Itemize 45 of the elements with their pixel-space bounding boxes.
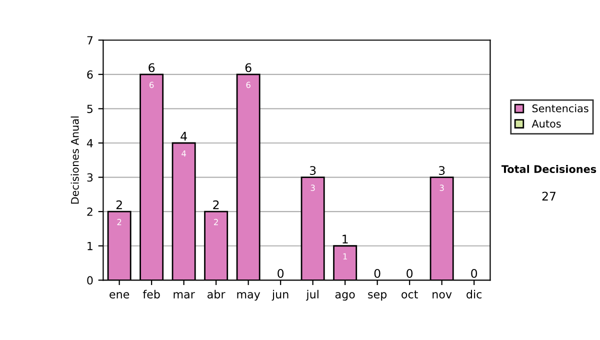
total-label: 0 [278, 268, 284, 278]
total-label: 4 [180, 132, 187, 141]
x-tick-label: nov [432, 292, 452, 298]
data-label: 2 [117, 218, 122, 226]
total-label: 6 [245, 63, 252, 72]
data-label: 1 [343, 253, 347, 260]
total-label: 3 [310, 166, 316, 175]
y-tick-label: 2 [87, 208, 92, 216]
x-tick-label: jul [306, 290, 318, 301]
data-label: 4 [182, 150, 186, 157]
x-tick-label: dic [466, 290, 482, 298]
text: 27 [542, 192, 556, 200]
total-label: 2 [116, 200, 122, 210]
total-label: 3 [438, 166, 445, 175]
total-label: 6 [148, 63, 155, 72]
text: Total Decisiones [501, 164, 596, 174]
legend-label: Sentencias [532, 104, 588, 112]
x-tick-label: may [237, 292, 260, 301]
data-label: 3 [310, 184, 315, 191]
y-tick-label: 3 [87, 173, 93, 182]
y-tick-label: 0 [87, 276, 93, 285]
y-tick-label: 4 [86, 139, 93, 148]
x-tick-label: abr [208, 290, 226, 298]
y-axis-title: Decisiones Anual [70, 116, 79, 204]
y-tick-label: 1 [88, 242, 92, 250]
data-label: 3 [440, 184, 444, 191]
total-label: 0 [406, 268, 413, 278]
x-tick-label: ago [335, 292, 355, 301]
total-label: 1 [342, 234, 348, 244]
data-label: 6 [246, 82, 250, 88]
data-label: 6 [150, 82, 154, 88]
total-label: 0 [471, 268, 478, 278]
x-tick-label: ene [110, 292, 130, 298]
x-tick-label: feb [142, 290, 160, 298]
y-tick-label: 6 [87, 70, 93, 79]
x-tick-label: sep [368, 292, 387, 301]
y-tick-label: 7 [87, 36, 93, 44]
y-tick-label: 5 [87, 104, 93, 114]
data-label: 2 [214, 218, 218, 226]
legend-label: Autos [532, 120, 561, 128]
x-tick-label: jun [272, 290, 288, 301]
x-tick-label: oct [402, 290, 418, 298]
total-label: 0 [374, 268, 380, 278]
total-label: 2 [213, 200, 219, 210]
x-tick-label: mar [174, 292, 195, 298]
